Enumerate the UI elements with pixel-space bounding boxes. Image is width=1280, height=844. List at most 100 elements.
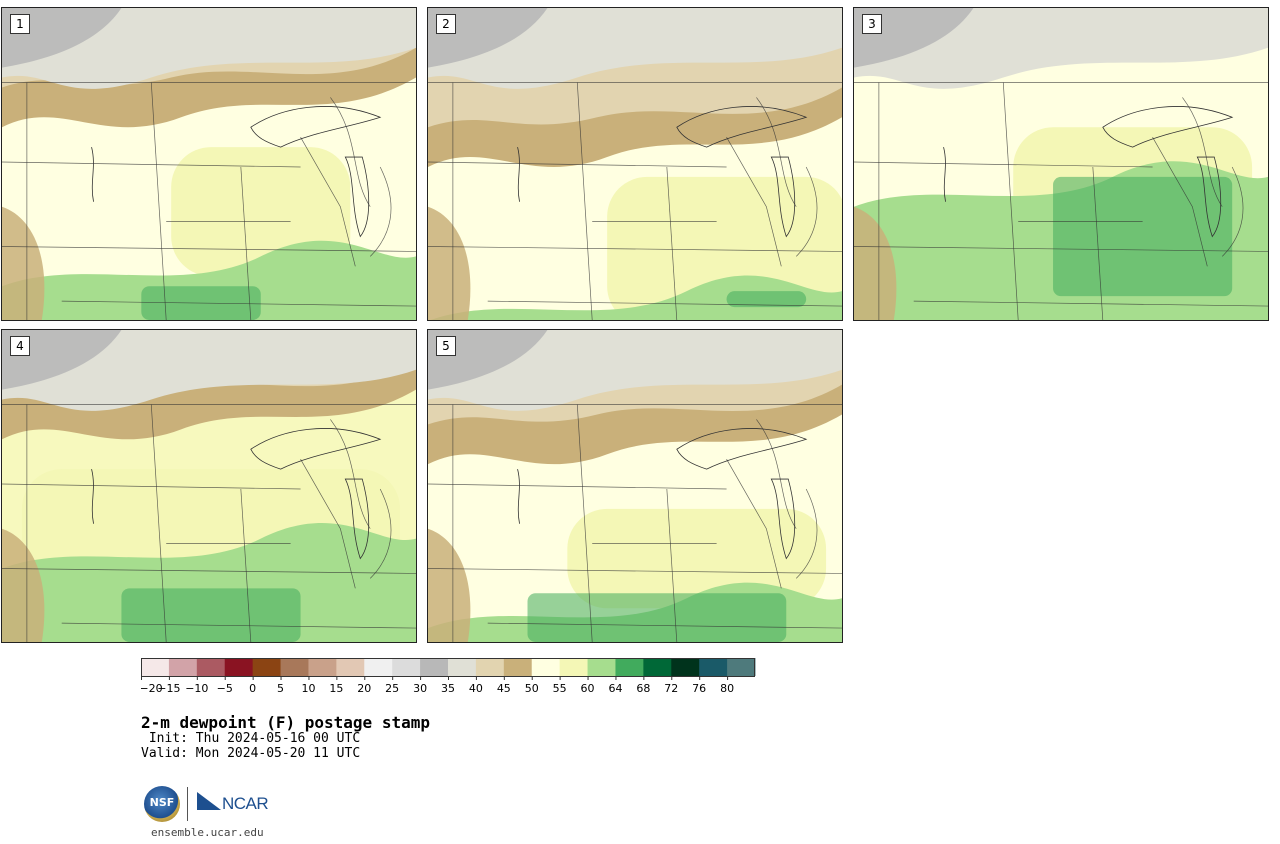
- lake-outline: [1196, 156, 1222, 238]
- lake-outline: [1102, 106, 1234, 148]
- west-dry-region: [428, 528, 471, 642]
- colorbar-swatch: [475, 658, 505, 676]
- dewpoint-map: [2, 8, 416, 320]
- colorbar-tick-label: 60: [581, 682, 595, 695]
- boundary-line: [795, 488, 818, 579]
- west-dry-region: [2, 528, 45, 642]
- lake-outline: [676, 106, 808, 148]
- colorbar-swatch: [252, 658, 282, 676]
- gray-region: [2, 8, 416, 89]
- boundary-line: [666, 488, 678, 642]
- boundary-line: [300, 458, 356, 589]
- map-panel-4: 4: [1, 329, 417, 643]
- colorbar-swatch: [643, 658, 672, 676]
- lake-outline: [250, 428, 382, 470]
- cold-region: [2, 8, 122, 68]
- lake-outline: [770, 156, 796, 238]
- boundary-line: [1221, 166, 1244, 257]
- website-url: ensemble.ucar.edu: [151, 826, 264, 839]
- boundary-line: [854, 161, 1153, 168]
- colorbar-tick-label: 30: [413, 682, 427, 695]
- river-outline: [517, 147, 520, 202]
- boundary-line: [756, 97, 797, 207]
- dark-green-region: [726, 291, 807, 308]
- colorbar-tick-label: −20: [141, 682, 163, 695]
- colorbar-swatch: [699, 658, 728, 676]
- colorbar-tick-label: −5: [217, 682, 233, 695]
- river-outline: [943, 147, 946, 202]
- colorbar-tick-label: 5: [277, 682, 284, 695]
- colorbar-tick-label: 15: [329, 682, 343, 695]
- cold-region: [2, 330, 122, 390]
- west-dry-region: [428, 206, 471, 320]
- cold-region: [428, 8, 548, 68]
- dark-green-region: [527, 593, 787, 642]
- figure-title: 2-m dewpoint (F) postage stamp: [141, 713, 430, 732]
- colorbar-tick-label: 64: [608, 682, 622, 695]
- cold-region: [428, 330, 548, 390]
- colorbar-swatch: [531, 658, 561, 676]
- boundary-line: [726, 458, 782, 589]
- west-dry-region: [854, 206, 897, 320]
- boundary-line: [428, 161, 727, 168]
- colorbar-swatch: [615, 658, 644, 676]
- map-panel-5: 5: [427, 329, 843, 643]
- panel-number: 5: [436, 336, 456, 356]
- logo-divider: [187, 787, 188, 821]
- colorbar-tick-label: 35: [441, 682, 455, 695]
- boundary-line: [2, 161, 301, 168]
- colorbar-tick-label: 72: [664, 682, 678, 695]
- nsf-logo: [144, 786, 180, 822]
- river-outline: [91, 469, 94, 524]
- colorbar-swatch: [559, 658, 589, 676]
- boundary-line: [150, 404, 167, 642]
- colorbar-swatch: [336, 658, 365, 676]
- dewpoint-map: [428, 330, 842, 642]
- colorbar-tick-label: 45: [497, 682, 511, 695]
- boundary-line: [240, 166, 252, 320]
- colorbar-tick-label: −15: [157, 682, 180, 695]
- boundary-line: [428, 568, 842, 574]
- colorbar-swatch: [364, 658, 393, 676]
- boundary-line: [330, 419, 371, 529]
- colorbar-swatch: [308, 658, 337, 676]
- valid-time: Valid: Mon 2024-05-20 11 UTC: [141, 746, 361, 761]
- boundary-line: [369, 488, 392, 579]
- boundary-line: [428, 246, 842, 252]
- boundary-line: [300, 136, 356, 267]
- colorbar-tick-label: 80: [720, 682, 734, 695]
- ncar-logo-text: NCAR: [222, 794, 269, 813]
- colorbar-tick-label: 76: [692, 682, 706, 695]
- colorbar-tick-label: 0: [249, 682, 256, 695]
- green-region: [428, 275, 842, 320]
- west-dry-region: [2, 206, 45, 320]
- colorbar-swatch: [587, 658, 616, 676]
- gray-region: [428, 8, 842, 89]
- panel-number: 1: [10, 14, 30, 34]
- boundary-line: [1152, 136, 1208, 267]
- nsf-logo-text: NSF: [149, 796, 175, 809]
- boundary-line: [2, 568, 416, 574]
- boundary-line: [795, 166, 818, 257]
- boundary-line: [666, 166, 678, 320]
- colorbar-svg: −20−15 −10 −5 0 5 10 15 20 25 30 35 40 45 50 55 60 64 68 7…: [141, 658, 756, 695]
- dewpoint-map: [854, 8, 1268, 320]
- colorbar-swatch: [224, 658, 254, 676]
- panel-number: 4: [10, 336, 30, 356]
- river-outline: [517, 469, 520, 524]
- colorbar-tick-label: 40: [469, 682, 483, 695]
- boundary-line: [61, 622, 416, 629]
- colorbar-swatch: [141, 658, 170, 676]
- gray-region: [2, 330, 416, 411]
- lake-outline: [770, 478, 796, 560]
- colorbar-swatch: [420, 658, 449, 676]
- colorbar-tick-label: 20: [357, 682, 371, 695]
- colorbar-tick-label: −10: [185, 682, 208, 695]
- boundary-line: [1182, 97, 1223, 207]
- boundary-line: [726, 136, 782, 267]
- boundary-line: [2, 246, 416, 252]
- colorbar-swatch: [448, 658, 477, 676]
- boundary-line: [913, 300, 1268, 307]
- ncar-mark-icon: [197, 792, 221, 810]
- dewpoint-map: [2, 330, 416, 642]
